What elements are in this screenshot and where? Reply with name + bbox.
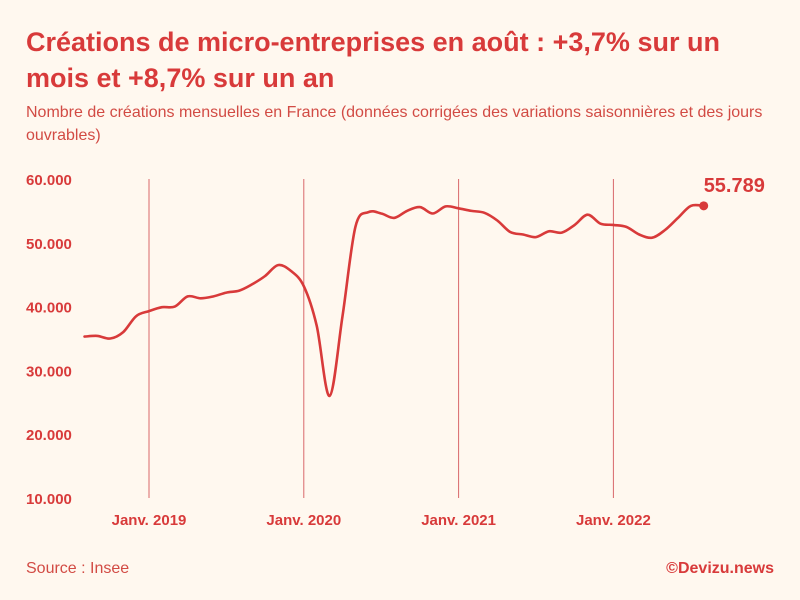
series-layer: [83, 203, 705, 398]
x-axis-labels: Janv. 2019 Janv. 2020 Janv. 2021 Janv. 2022: [112, 512, 651, 529]
y-tick-label: 60.000: [26, 172, 72, 189]
x-tick-label: Janv. 2019: [112, 512, 187, 529]
last-point-label: 55.789: [704, 175, 765, 197]
chart-title: Créations de micro-entreprises en août :…: [26, 27, 720, 93]
y-tick-label: 40.000: [26, 300, 72, 317]
end-marker-layer: 55.789: [699, 175, 765, 211]
y-tick-label: 20.000: [26, 427, 72, 444]
x-tick-label: Janv. 2020: [266, 512, 341, 529]
source-note: Source : Insee: [26, 560, 130, 577]
y-tick-label: 10.000: [26, 491, 72, 508]
series-line: [83, 203, 705, 398]
y-tick-label: 50.000: [26, 236, 72, 253]
x-tick-label: Janv. 2022: [576, 512, 651, 529]
chart-subtitle: Nombre de créations mensuelles en France…: [26, 104, 763, 144]
y-axis-labels: 10.000 20.000 30.000 40.000 50.000 60.000: [26, 172, 72, 508]
vertical-gridlines: [148, 179, 614, 498]
last-point-marker: [699, 201, 709, 211]
x-tick-label: Janv. 2021: [421, 512, 496, 529]
y-tick-label: 30.000: [26, 363, 72, 380]
credit-link[interactable]: ©Devizu.news: [666, 560, 774, 577]
